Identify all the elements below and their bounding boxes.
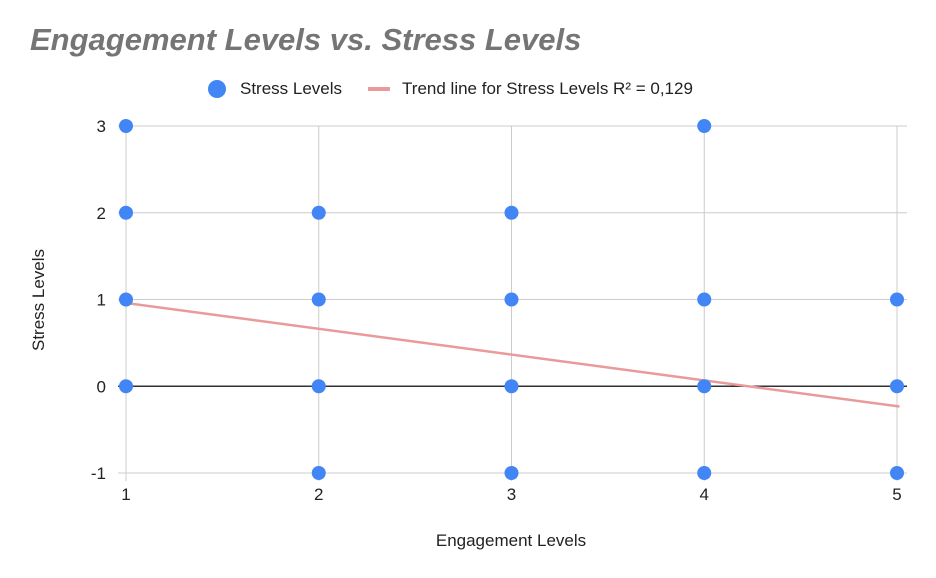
y-tick-label: -1 bbox=[91, 464, 106, 483]
data-points bbox=[119, 119, 904, 480]
y-axis-title: Stress Levels bbox=[29, 249, 48, 351]
legend-label-trendline: Trend line for Stress Levels R² = 0,129 bbox=[402, 79, 693, 98]
data-point bbox=[697, 379, 712, 394]
data-point bbox=[119, 292, 133, 307]
x-tick-label: 4 bbox=[700, 485, 709, 504]
legend-marker-line-icon bbox=[368, 87, 391, 91]
data-point bbox=[697, 119, 712, 133]
data-point bbox=[504, 466, 519, 480]
data-point bbox=[890, 292, 904, 307]
legend-item-stress-levels[interactable]: Stress Levels bbox=[208, 79, 342, 99]
legend-label-stress-levels: Stress Levels bbox=[240, 79, 343, 98]
data-point bbox=[890, 466, 904, 480]
y-tick-label: 2 bbox=[97, 204, 106, 223]
x-tick-label: 1 bbox=[121, 485, 130, 504]
y-tick-label: 3 bbox=[97, 117, 106, 136]
x-tick-label: 5 bbox=[892, 485, 901, 504]
data-point bbox=[311, 205, 326, 220]
data-point bbox=[504, 379, 519, 394]
data-point bbox=[504, 205, 519, 220]
data-point bbox=[311, 379, 326, 394]
data-point bbox=[311, 292, 326, 307]
data-point bbox=[504, 292, 519, 307]
data-point bbox=[697, 292, 712, 307]
data-point bbox=[119, 379, 133, 394]
data-point bbox=[890, 379, 904, 394]
data-point bbox=[119, 119, 133, 133]
y-tick-label: 0 bbox=[97, 377, 106, 396]
legend: Stress Levels Trend line for Stress Leve… bbox=[208, 78, 719, 100]
x-tick-label: 2 bbox=[314, 485, 323, 504]
x-tick-label: 3 bbox=[507, 485, 516, 504]
trendline bbox=[123, 301, 900, 408]
data-point bbox=[119, 205, 133, 220]
legend-marker-dot-icon bbox=[208, 80, 226, 98]
trendline-group bbox=[123, 301, 900, 408]
x-axis-title: Engagement Levels bbox=[436, 531, 586, 550]
data-point bbox=[697, 466, 712, 480]
data-point bbox=[311, 466, 326, 480]
legend-item-trendline[interactable]: Trend line for Stress Levels R² = 0,129 bbox=[368, 79, 693, 99]
y-tick-label: 1 bbox=[97, 291, 106, 310]
chart-title: Engagement Levels vs. Stress Levels bbox=[30, 22, 582, 57]
tick-labels: -1 0 1 2 3 1 2 3 4 5 bbox=[91, 117, 902, 504]
